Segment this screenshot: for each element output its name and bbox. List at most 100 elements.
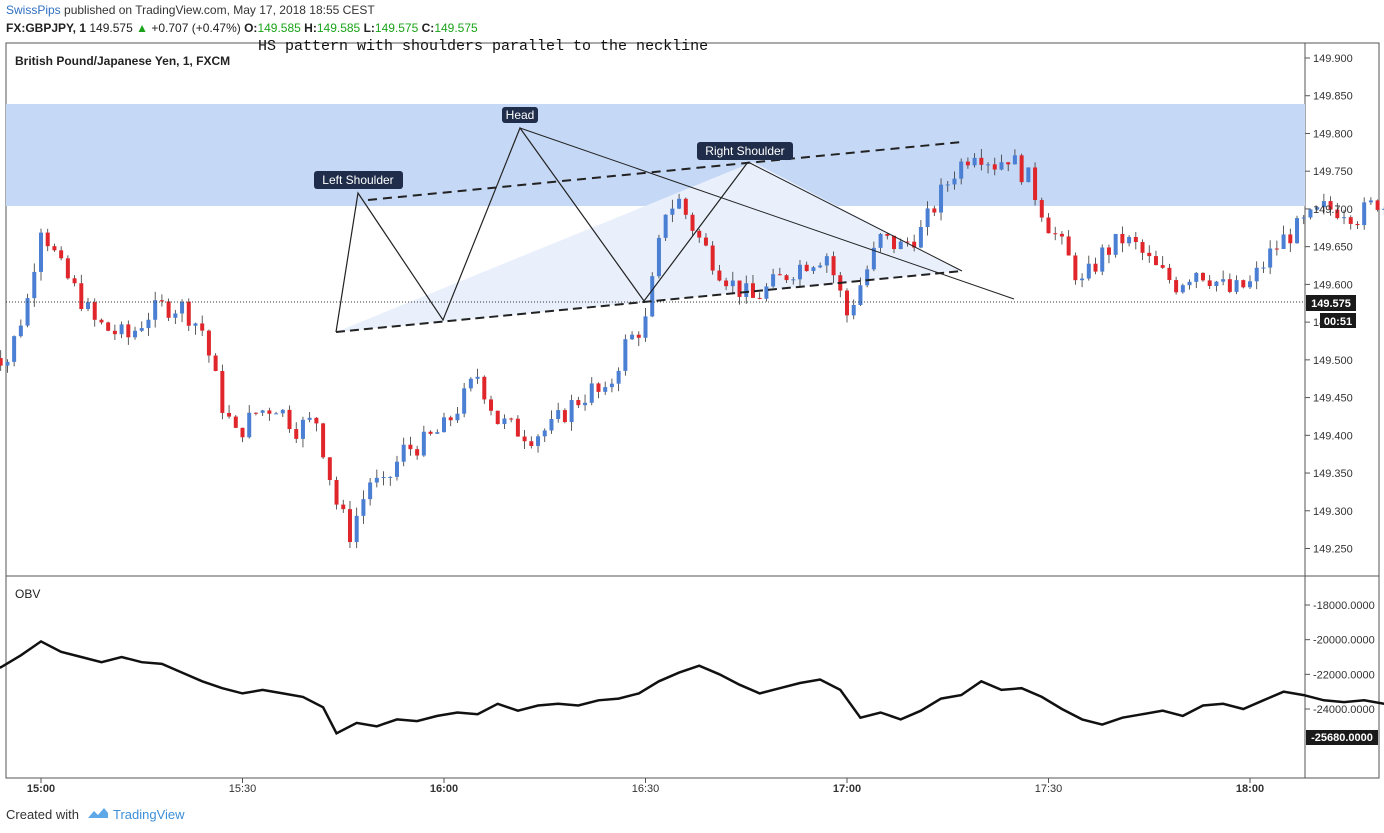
candle-body (314, 417, 319, 424)
pattern-triangle (336, 162, 962, 332)
candle-body (153, 300, 158, 320)
candle-body (1254, 267, 1259, 282)
right-shoulder-line (747, 161, 963, 272)
author-link[interactable]: SwissPips (6, 3, 61, 17)
candle-body (253, 412, 258, 414)
candle-body (912, 241, 917, 248)
open-label: O: (244, 21, 258, 35)
time-tick-label: 15:30 (229, 783, 257, 795)
candle-body (495, 410, 500, 425)
candle-body (811, 267, 816, 272)
candle-body (1368, 200, 1373, 203)
created-with-label: Created with (6, 807, 79, 822)
time-axis[interactable]: 15:0015:3016:0016:3017:0017:3018:0018:30… (27, 778, 1384, 795)
high-value: 149.585 (316, 21, 361, 35)
candle-body (233, 416, 238, 428)
trend-line (519, 127, 1015, 300)
pane-title: British Pound/Japanese Yen, 1, FXCM (15, 54, 230, 68)
candle-body (865, 269, 870, 286)
candle-body (435, 432, 440, 434)
note-text: HS pattern with shoulders parallel to th… (258, 38, 708, 55)
candle-body (1127, 236, 1132, 244)
candle-body (260, 410, 265, 413)
candle-body (341, 504, 346, 510)
price-tag-box (1306, 295, 1356, 311)
candle-body (939, 184, 944, 213)
candle-body (106, 322, 111, 331)
candle-body (596, 383, 601, 392)
candle-body (986, 164, 991, 166)
time-tick-label: 17:30 (1035, 783, 1063, 795)
candle-body (710, 245, 715, 271)
candle-body (1153, 256, 1158, 266)
candle-body (871, 247, 876, 270)
candle-body (643, 316, 648, 338)
candle-body (18, 325, 23, 337)
candle-body (757, 297, 762, 299)
candle-body (630, 334, 635, 340)
candle-body (240, 427, 245, 438)
candle-body (1026, 167, 1031, 183)
hs-zigzag (335, 126, 749, 333)
candle-body (247, 412, 252, 438)
obv-tag: -25680.0000 (1311, 732, 1373, 744)
candle-body (737, 280, 742, 297)
candle-body (589, 383, 594, 403)
candle-body (1012, 155, 1017, 165)
candle-body (677, 198, 682, 209)
candle-body (448, 417, 453, 421)
obv-tick-label: -24000.0000 (1313, 704, 1375, 716)
candle-body (650, 276, 655, 317)
price-tick-label: 149.650 (1313, 242, 1353, 254)
close-label: C: (421, 21, 435, 35)
price-tick-label: 149.700 (1313, 204, 1353, 216)
candle-body (999, 162, 1004, 170)
obv-axis[interactable]: -18000.0000 -20000.0000 -22000.0000 -24000.… (1305, 600, 1375, 716)
candle-body (119, 324, 124, 335)
candle-body (1200, 272, 1205, 281)
candle-body (79, 283, 84, 309)
candle-body (462, 388, 467, 414)
low-label: L: (363, 21, 375, 35)
candle-body (59, 250, 64, 259)
candle-body (334, 479, 339, 505)
candle-body (1147, 252, 1152, 257)
candle-body (818, 265, 823, 268)
candle-body (1355, 223, 1360, 226)
candle-body (636, 334, 641, 338)
tradingview-link[interactable]: TradingView (112, 807, 185, 822)
tradingview-logo-icon (87, 807, 109, 822)
candle-body (1241, 280, 1246, 288)
candle-body (804, 264, 809, 272)
candle-body (663, 214, 668, 238)
obv-tick-label: -20000.0000 (1313, 635, 1375, 647)
candle-body (32, 271, 37, 299)
candle-body (1382, 208, 1384, 210)
footer: Created with TradingView (6, 807, 185, 822)
candle-body (146, 319, 151, 329)
candle-body (616, 370, 621, 384)
candle-body (1321, 201, 1326, 208)
candle-body (824, 256, 829, 266)
candle-body (905, 241, 910, 243)
candle-body (556, 410, 561, 420)
candle-body (347, 509, 352, 543)
price-tick-label: 149.850 (1313, 91, 1353, 103)
candle-body (307, 417, 312, 420)
candle-body (186, 301, 191, 326)
candle-body (133, 330, 138, 338)
candle-body (482, 376, 487, 400)
candle-body (86, 302, 91, 309)
candle-body (354, 515, 359, 543)
candle-body (1066, 236, 1071, 256)
candle-body (851, 305, 856, 316)
candle-body (401, 444, 406, 462)
open-value: 149.585 (257, 21, 301, 35)
candle-body (1335, 209, 1340, 219)
candle-body (502, 418, 507, 425)
time-tick-label: 17:00 (833, 783, 861, 795)
candle-body (1348, 217, 1353, 224)
time-tick-label: 18:00 (1236, 783, 1264, 795)
candle-body (442, 417, 446, 433)
